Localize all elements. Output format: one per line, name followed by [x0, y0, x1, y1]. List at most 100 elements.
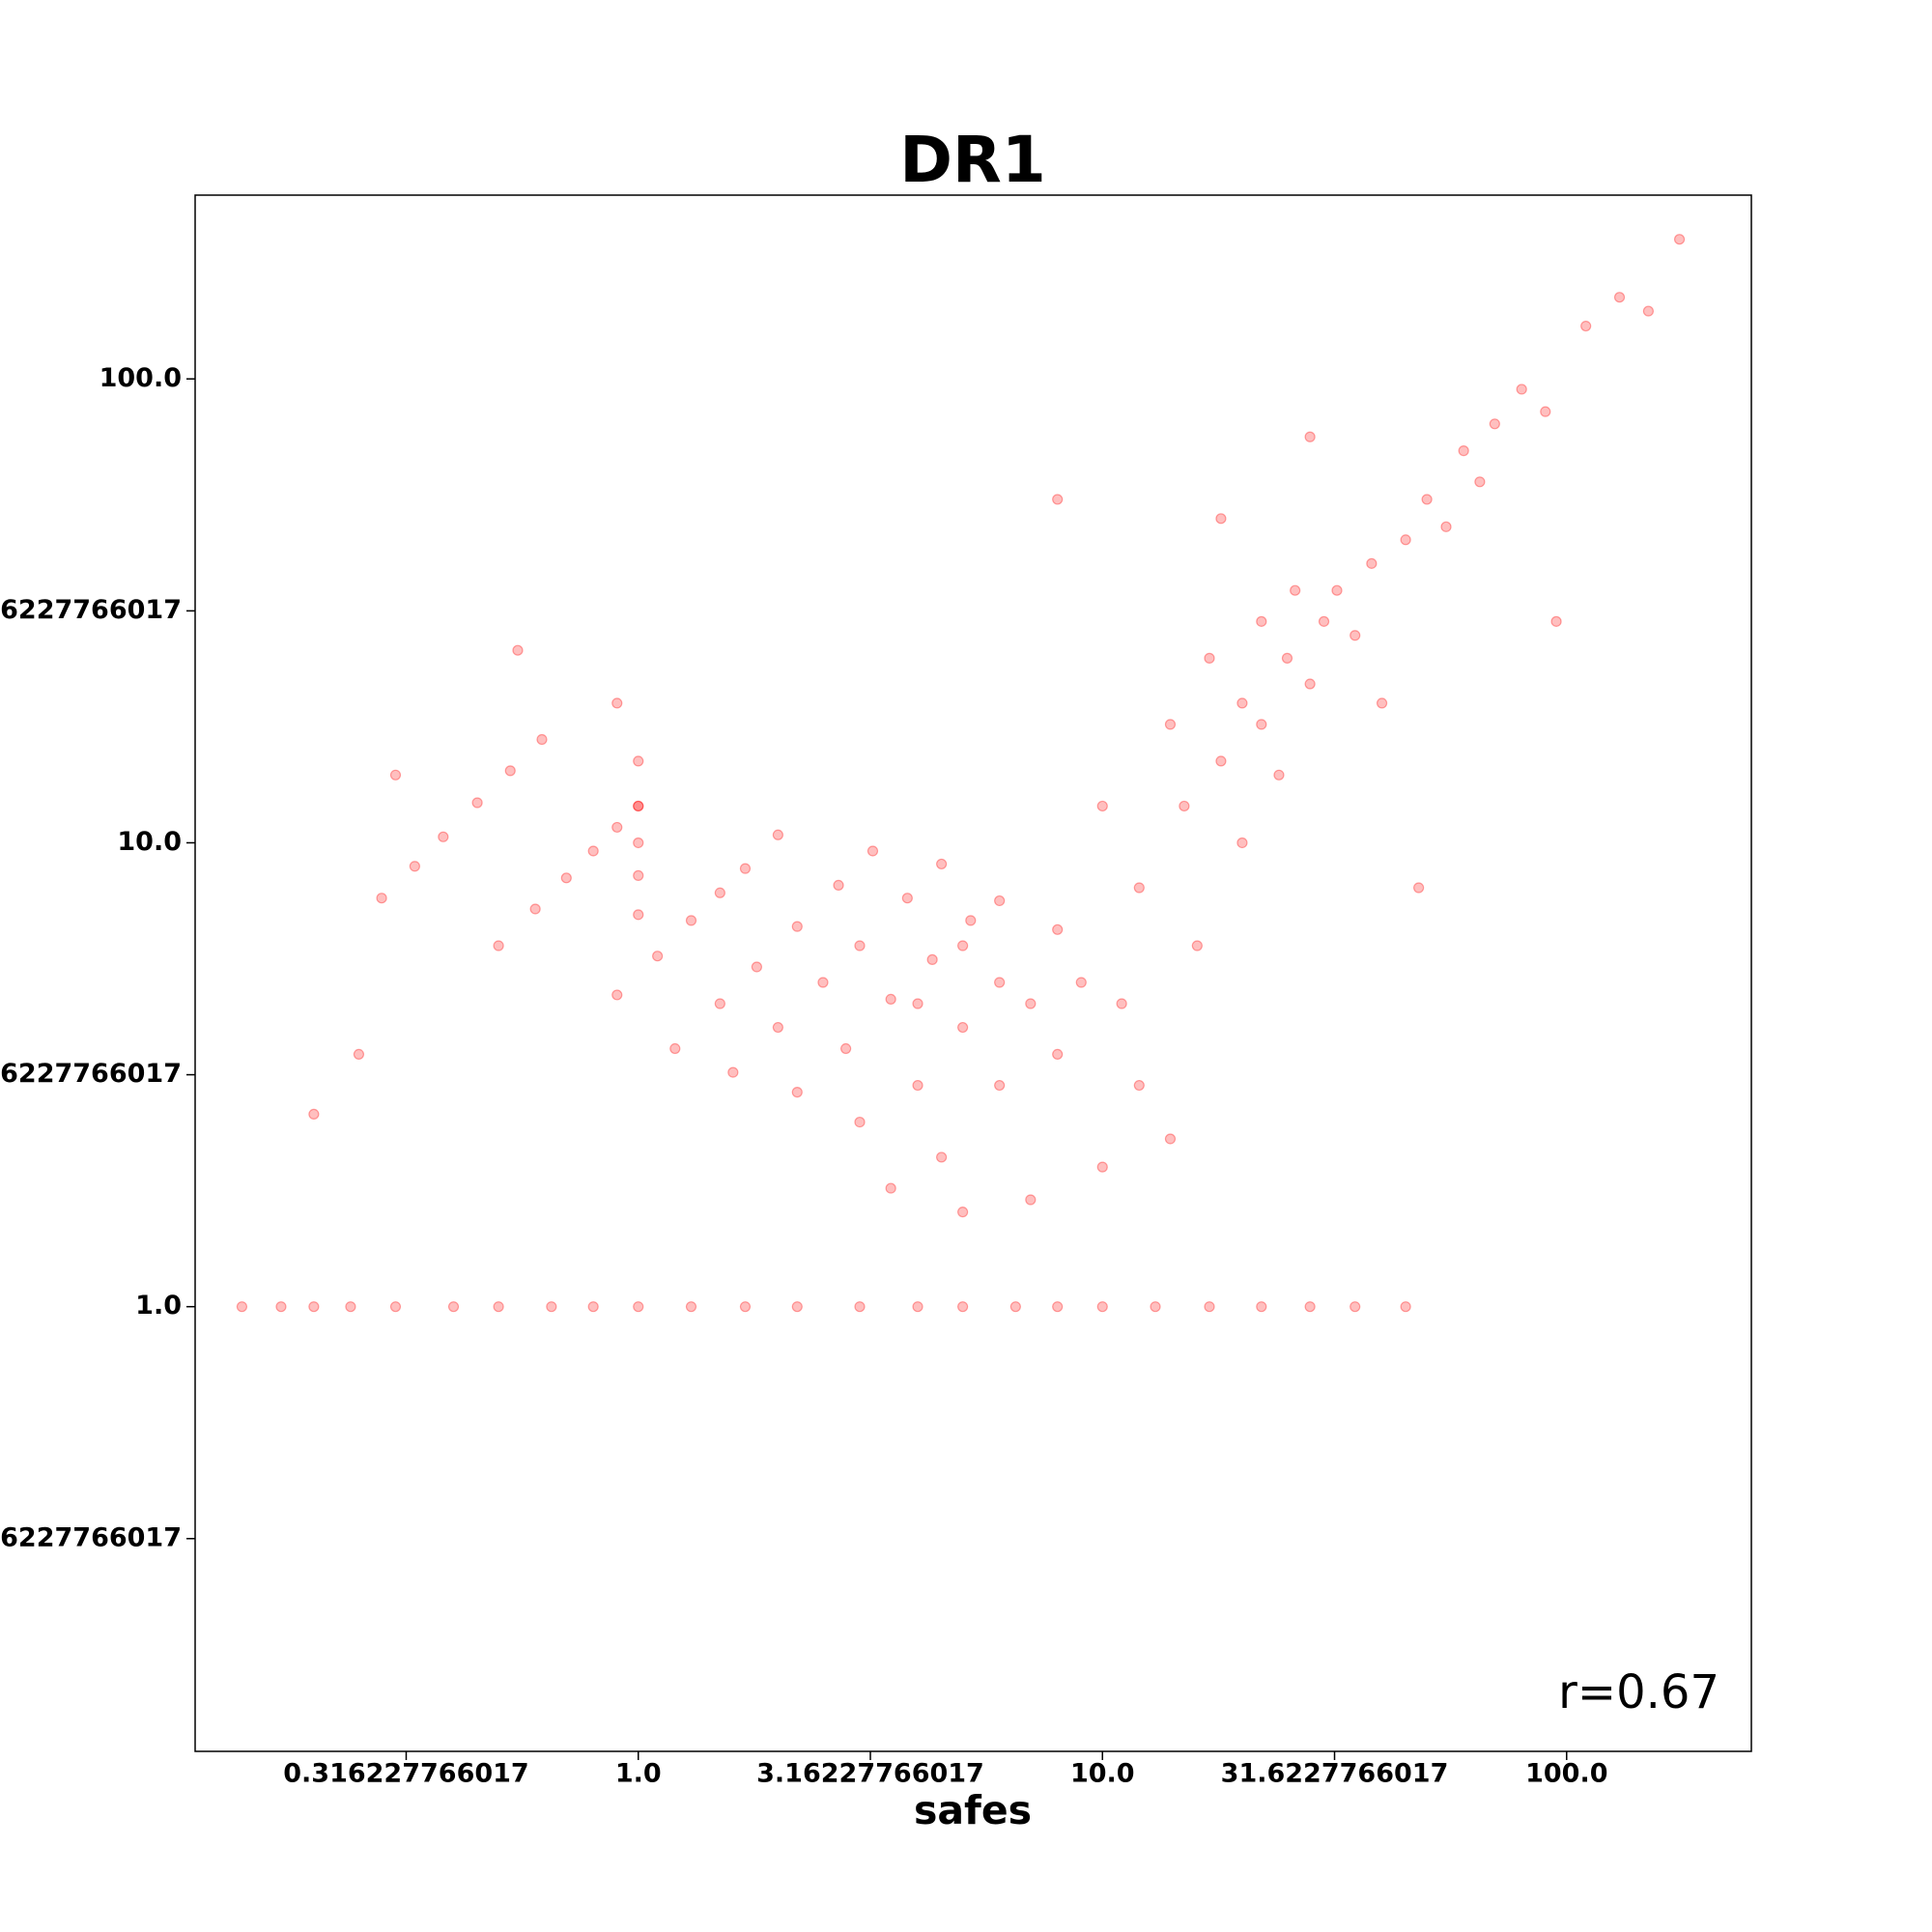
point	[633, 869, 644, 881]
point	[714, 887, 725, 898]
point	[685, 915, 697, 926]
point	[1281, 652, 1293, 664]
point	[275, 1301, 287, 1313]
point	[1133, 1079, 1145, 1092]
points	[236, 234, 1686, 1313]
point	[1400, 1301, 1411, 1313]
point	[389, 1301, 402, 1313]
point	[1350, 630, 1361, 641]
point	[493, 940, 504, 952]
point	[353, 1048, 365, 1061]
point	[1075, 977, 1087, 988]
point	[739, 1301, 752, 1313]
x-tick-label: 31.6227766017	[1221, 1759, 1449, 1789]
point	[994, 977, 1006, 988]
point	[957, 1207, 969, 1218]
point	[1440, 521, 1452, 532]
point	[936, 1151, 948, 1163]
x-tick-label: 100.0	[1525, 1759, 1607, 1789]
point	[1550, 615, 1562, 627]
point	[772, 829, 783, 840]
point	[560, 872, 572, 884]
point	[1290, 584, 1301, 596]
point	[1580, 320, 1592, 332]
x-tick-label: 1.0	[615, 1759, 662, 1789]
point	[633, 755, 644, 767]
point	[236, 1301, 248, 1313]
point	[1273, 769, 1285, 781]
point	[1116, 998, 1127, 1009]
point	[1009, 1301, 1021, 1313]
point	[1204, 652, 1215, 664]
point	[854, 1116, 866, 1128]
plot-frame	[194, 194, 1752, 1752]
point	[1458, 445, 1469, 457]
point	[1489, 418, 1500, 430]
point	[912, 998, 923, 1009]
point	[714, 998, 725, 1009]
y-tick-label: 1.0	[135, 1291, 182, 1321]
point	[504, 765, 516, 777]
point	[739, 863, 752, 874]
point	[1256, 615, 1267, 627]
point	[1025, 998, 1037, 1009]
point	[633, 800, 644, 812]
point	[1052, 1048, 1064, 1061]
x-tick-label: 0.316227766017	[283, 1759, 528, 1789]
point	[1096, 1301, 1108, 1313]
point	[772, 1021, 783, 1034]
point	[1150, 1301, 1161, 1313]
point	[1025, 1194, 1037, 1206]
point	[447, 1301, 460, 1313]
point	[1191, 940, 1203, 952]
point	[912, 1301, 923, 1313]
point	[994, 895, 1006, 907]
point	[1376, 697, 1388, 709]
point	[957, 1301, 969, 1313]
point	[345, 1301, 356, 1313]
point	[994, 1079, 1006, 1092]
point	[1256, 1301, 1267, 1313]
point	[546, 1301, 557, 1313]
point	[1613, 292, 1626, 303]
point	[587, 845, 599, 857]
point	[1215, 755, 1227, 767]
point	[1215, 513, 1227, 525]
point	[1052, 923, 1064, 935]
point	[957, 940, 969, 952]
point	[727, 1066, 739, 1078]
point	[1421, 494, 1433, 505]
point	[1133, 882, 1145, 894]
point	[1673, 234, 1686, 245]
point	[926, 953, 938, 965]
y-tick-label: 3.16227766017	[0, 1059, 182, 1089]
point	[1400, 534, 1411, 546]
chart-title: DR1	[899, 123, 1046, 197]
point	[493, 1301, 504, 1313]
point	[936, 858, 948, 870]
point	[669, 1042, 681, 1055]
point	[854, 940, 866, 952]
point	[957, 1021, 969, 1034]
x-tick-label: 10.0	[1070, 1759, 1135, 1789]
x-tick-label: 3.16227766017	[756, 1759, 984, 1789]
point	[376, 893, 387, 904]
point	[965, 915, 977, 926]
point	[611, 697, 623, 709]
point	[885, 1182, 896, 1194]
point	[587, 1301, 599, 1313]
y-tick-label: 100.0	[99, 363, 182, 393]
point	[751, 961, 763, 973]
point	[529, 903, 541, 915]
point	[633, 800, 644, 812]
point	[308, 1301, 320, 1313]
point	[652, 951, 664, 962]
point	[409, 861, 420, 872]
point	[1304, 678, 1316, 690]
point	[512, 644, 524, 656]
point	[1304, 1301, 1316, 1313]
point	[633, 909, 644, 921]
point	[1474, 476, 1486, 488]
point	[1256, 719, 1267, 730]
